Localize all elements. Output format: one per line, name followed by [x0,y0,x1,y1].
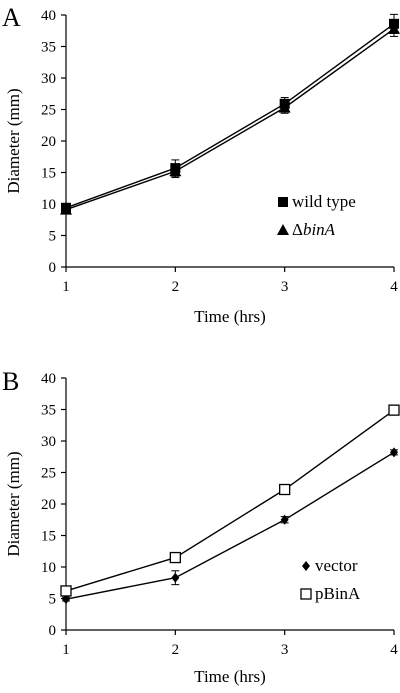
panel-a-series-1 [60,20,400,215]
panel-a-data-point [278,101,291,113]
panel-a-y-tick-label: 25 [41,103,56,119]
panel-b-data-point [60,585,72,597]
panel-a-y-tick-label: 30 [41,71,56,87]
panel-b-y-tick-label: 0 [49,623,57,639]
panel-a-y-tick-label: 35 [41,40,56,56]
panel-a-x-axis-title: Time (hrs) [194,307,266,326]
panel-a-legend-label-italic: binA [303,220,336,239]
panel-a-x-tick-label: 2 [172,279,180,295]
panel-a-letter: A [2,3,21,32]
panel-a-legend-label: ΔbinA [292,220,336,239]
panel-b-y-axis-title: Diameter (mm) [4,451,23,556]
panel-b-legend-marker [302,561,310,571]
panel-b-data-point [62,594,70,605]
panel-b-legend-label: pBinA [315,584,361,603]
panel-b-y-tick-label: 10 [41,560,56,576]
panel-b-y-tick-label: 5 [49,592,57,608]
panel-b-data-point [388,404,400,416]
panel-b: B 0 5 10 15 20 25 30 35 40 1 2 3 4 Time (hrs) Diameter … [2,367,400,686]
panel-a-legend: wild type ΔbinA [277,192,356,239]
panel-b-legend: vector pBinA [300,556,361,603]
panel-b-y-tick-label: 40 [41,371,56,387]
panel-b-x-tick-label: 2 [172,642,180,658]
panel-b-data-point [279,483,291,496]
panel-a-series-line [65,23,395,209]
panel-a-y-tick-label: 10 [41,197,56,213]
panel-b-data-point [171,572,180,583]
panel-a-y-tick-label: 5 [49,229,57,245]
panel-b-y-tick-label: 25 [41,466,56,482]
panel-a-legend-label: wild type [292,192,356,211]
panel-b-data-point [280,514,289,525]
panel-a-data-point [388,22,400,34]
panel-a-y-tick-label: 20 [41,134,56,150]
panel-a-y-axis-title: Diameter (mm) [4,88,23,193]
panel-b-legend-label: vector [315,556,358,575]
panel-b-y-tick-label: 35 [41,403,56,419]
panel-a-y-tick-label: 15 [41,166,56,182]
panel-a-x-tick-label: 3 [281,279,289,295]
panel-a-legend-marker [277,224,289,235]
panel-b-x-tick-label: 1 [62,642,70,658]
panel-b-legend-marker [300,588,312,600]
panel-a-legend-label-prefix: Δ [292,220,303,239]
panel-a-y-tick-label: 40 [41,8,56,24]
panel-a-series-0 [61,13,399,213]
panel-b-letter: B [2,367,19,396]
panel-a-data-point [60,203,72,215]
panel-b-data-point [390,447,398,458]
panel-b-x-tick-label: 3 [281,642,289,658]
panel-b-y-tick-label: 20 [41,497,56,513]
panel-b-y-tick-label: 30 [41,434,56,450]
panel-a-legend-marker [278,197,288,207]
panel-b-x-tick-label: 4 [390,642,398,658]
panel-a-y-tick-label: 0 [49,260,57,276]
panel-b-data-point [169,551,181,564]
panel-a-series-line [65,28,395,211]
panel-b-y-tick-label: 15 [41,529,56,545]
panel-a-x-tick-label: 4 [390,279,398,295]
panel-b-series-1 [60,404,400,597]
panel-a: A 0 5 10 15 20 25 30 35 40 1 2 3 4 Time (hrs) Diameter … [2,3,400,326]
panel-a-x-tick-label: 1 [62,279,70,295]
panel-b-series-line [65,451,395,600]
panel-a-data-point [169,165,182,177]
panel-b-series-0 [62,447,398,605]
panel-b-x-axis-title: Time (hrs) [194,667,266,686]
panel-b-series-line [65,409,395,592]
